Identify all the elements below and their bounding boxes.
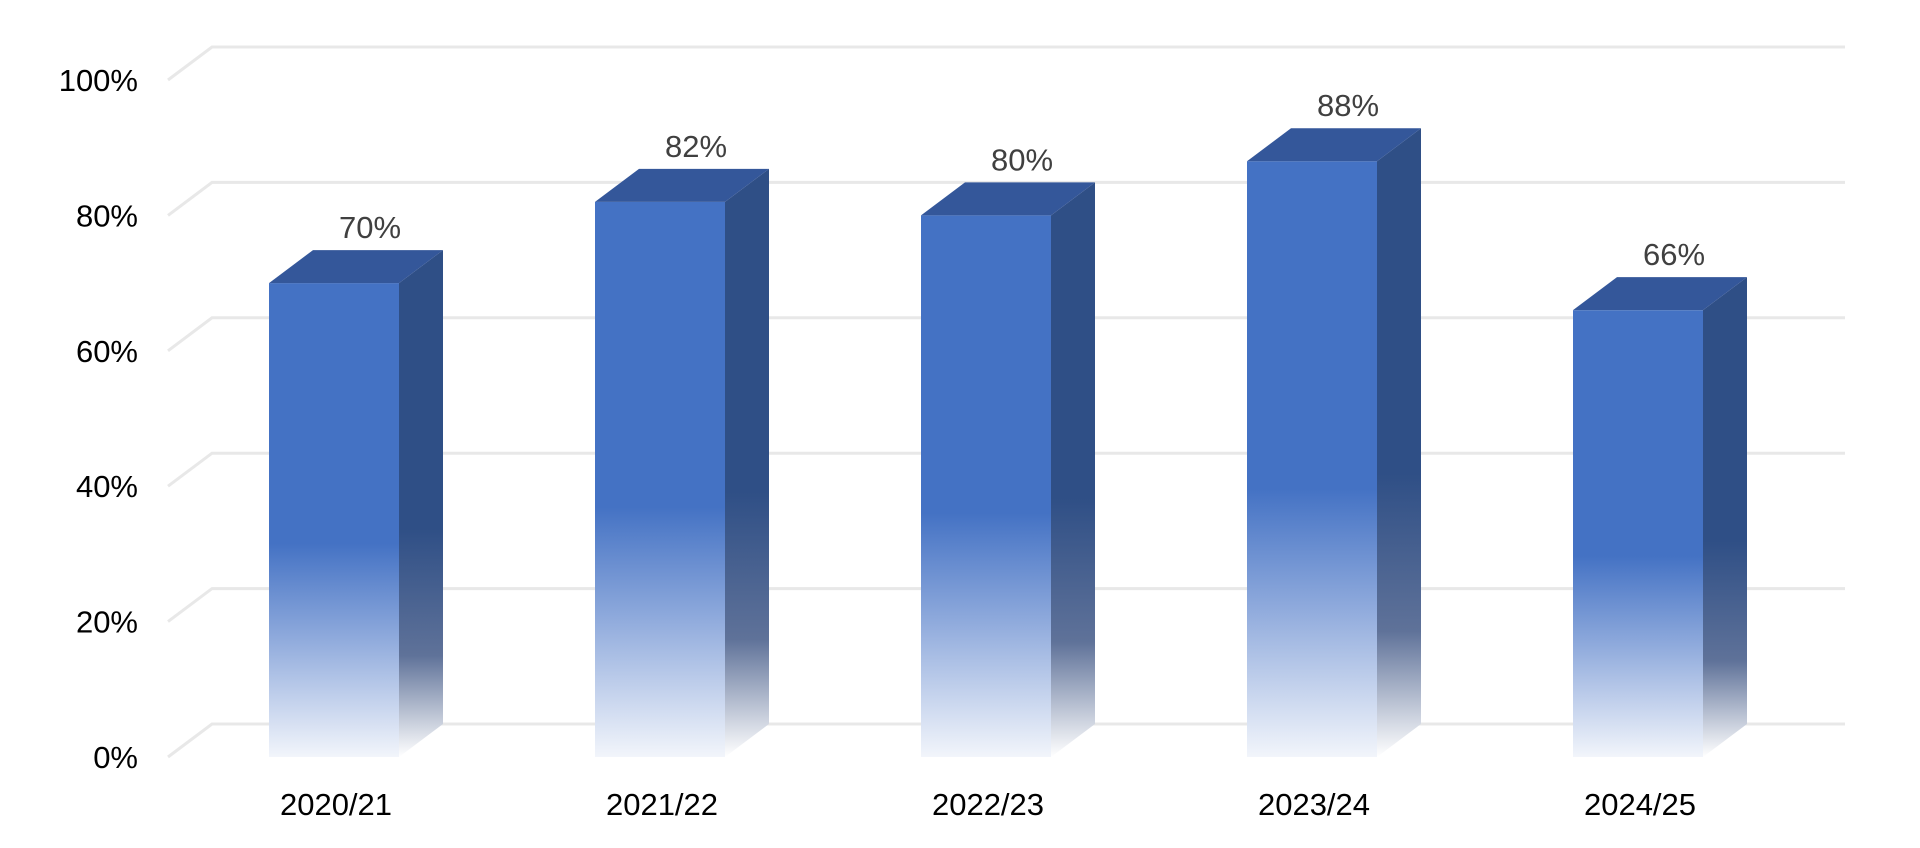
x-category-label: 2022/23 [932,787,1044,822]
bar-front-face [921,215,1051,757]
x-category-label: 2024/25 [1584,787,1696,822]
bar-side-face [1703,277,1747,757]
data-label: 88% [1317,88,1379,123]
gridline [167,45,1845,82]
bar-front-face [1573,310,1703,757]
y-tick-label: 40% [76,469,138,504]
bar [595,168,769,758]
x-axis-category-labels: 2020/21 2021/22 2022/23 2023/24 2024/25 [280,787,1696,822]
bar-top-face [269,250,443,284]
bar-top-face [1247,128,1421,162]
data-labels: 70% 82% 80% 88% 66% [339,88,1705,272]
bar [269,250,443,757]
data-label: 80% [991,142,1053,177]
x-category-label: 2023/24 [1258,787,1370,822]
y-tick-label: 80% [76,198,138,233]
y-tick-label: 60% [76,334,138,369]
bar-side-face [1051,182,1095,757]
bar-top-face [921,182,1095,216]
bar-top-face [1573,277,1747,311]
bar-front-face [1247,161,1377,758]
bar-side-face [399,250,443,757]
y-axis-tick-labels: 0% 20% 40% 60% 80% 100% [59,63,138,775]
x-category-label: 2021/22 [606,787,718,822]
bar-front-face [269,283,399,757]
bars [269,128,1747,758]
y-tick-label: 20% [76,605,138,640]
y-tick-label: 100% [59,63,138,98]
bar-front-face [595,201,725,758]
bar [1247,128,1421,758]
data-label: 70% [339,210,401,245]
y-tick-label: 0% [93,740,138,775]
bar-side-face [725,168,769,758]
bar-side-face [1377,128,1421,758]
data-label: 82% [665,129,727,164]
data-label: 66% [1643,237,1705,272]
x-category-label: 2020/21 [280,787,392,822]
bar [1573,277,1747,757]
bar-top-face [595,168,769,202]
bar [921,182,1095,757]
